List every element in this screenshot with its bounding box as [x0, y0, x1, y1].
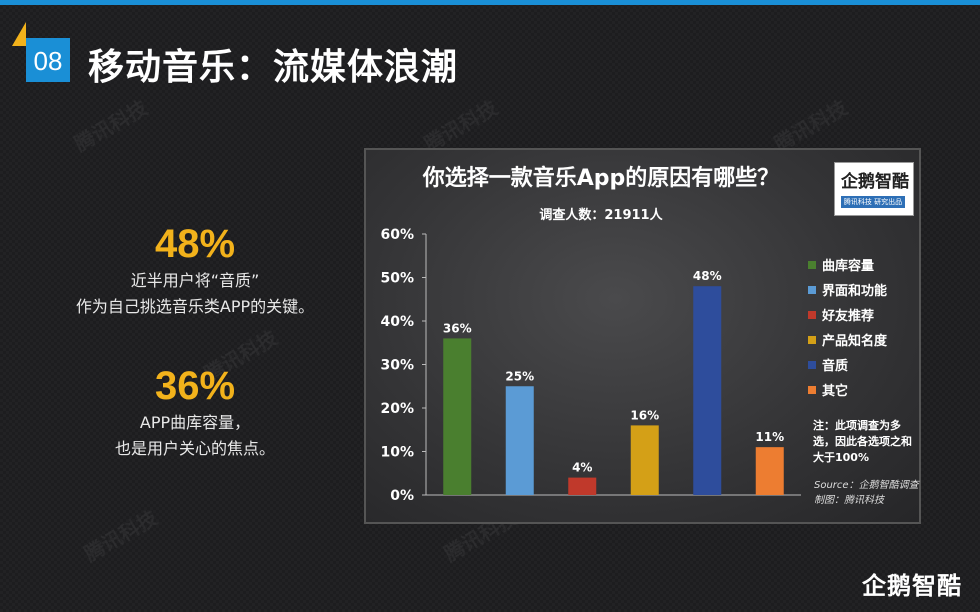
- legend-item: 其它: [808, 377, 887, 402]
- chart-note: 注：此项调查为多选，因此各选项之和大于100%: [813, 419, 912, 464]
- chart-source: Source：企鹅智酷调查 制图：腾讯科技: [814, 478, 919, 508]
- legend-label: 界面和功能: [822, 284, 888, 299]
- slide-title: 移动音乐：流媒体浪潮: [88, 47, 459, 88]
- legend-label: 好友推荐: [822, 309, 875, 324]
- bar-1: [443, 338, 472, 495]
- bar-4: [630, 425, 659, 495]
- page-number: 08: [26, 38, 70, 82]
- legend-swatch: [808, 335, 816, 344]
- bar-value-label: 4%: [572, 461, 592, 475]
- legend-item: 好友推荐: [808, 302, 887, 327]
- y-tick-label: 20%: [380, 401, 414, 417]
- legend-item: 音质: [808, 352, 887, 377]
- corner-triangle: [12, 22, 26, 46]
- y-tick-label: 40%: [380, 314, 414, 330]
- bar-value-label: 36%: [443, 321, 472, 335]
- legend-item: 界面和功能: [808, 277, 887, 302]
- bar-2: [505, 386, 534, 495]
- logo-tagline: 腾讯科技 研究出品: [841, 196, 905, 208]
- brand-logo: 企鹅智酷: [862, 572, 962, 600]
- legend-item: 产品知名度: [808, 327, 887, 352]
- chart-subtitle: 调查人数：21911人: [539, 208, 663, 223]
- watermark: 腾讯科技: [80, 505, 162, 567]
- stat-value: 48%: [154, 222, 236, 266]
- bar-5: [693, 286, 722, 495]
- bar-value-label: 11%: [755, 430, 784, 444]
- legend-swatch: [808, 310, 816, 319]
- watermark: 腾讯科技: [70, 95, 152, 157]
- stat-block-library: 36% APP曲库容量， 也是用户关心的焦点。: [40, 364, 350, 461]
- stat-value: 36%: [154, 364, 236, 408]
- legend-label: 音质: [822, 359, 849, 374]
- legend-swatch: [808, 260, 816, 269]
- stat-text-line2: 作为自己挑选音乐类APP的关键。: [75, 297, 315, 316]
- legend-swatch: [808, 285, 816, 294]
- stat-block-sound: 48% 近半用户将“音质” 作为自己挑选音乐类APP的关键。: [40, 222, 350, 319]
- y-tick-label: 60%: [380, 227, 414, 243]
- bar-3: [568, 477, 597, 495]
- bar-value-label: 25%: [505, 369, 534, 383]
- legend-label: 曲库容量: [822, 259, 875, 274]
- source-line: Source：企鹅智酷调查: [814, 480, 919, 491]
- bar-chart: 0% 10% 20% 30% 40% 50% 60% 36% 25% 4% 16% 48% 11%: [380, 227, 801, 504]
- stat-text-line1: 近半用户将“音质”: [130, 271, 260, 290]
- bar-6: [755, 447, 784, 495]
- legend-label: 其它: [822, 384, 849, 399]
- legend-swatch: [808, 360, 816, 369]
- logo-name: 企鹅智酷: [841, 172, 909, 192]
- stat-text-line1: APP曲库容量，: [139, 413, 251, 432]
- stat-text-line2: 也是用户关心的焦点。: [114, 439, 275, 458]
- legend-swatch: [808, 385, 816, 394]
- chart-logo: 企鹅智酷 腾讯科技 研究出品: [834, 162, 914, 216]
- y-tick-label: 0%: [390, 488, 414, 504]
- y-tick-label: 10%: [380, 445, 414, 461]
- top-accent-bar: [0, 0, 980, 5]
- bar-value-label: 48%: [693, 269, 722, 283]
- chart-legend: 曲库容量界面和功能好友推荐产品知名度音质其它: [808, 252, 887, 402]
- legend-item: 曲库容量: [808, 252, 887, 277]
- y-tick-label: 30%: [380, 358, 414, 374]
- credit-line: 制图：腾讯科技: [814, 495, 884, 506]
- bar-value-label: 16%: [630, 408, 659, 422]
- chart-title: 你选择一款音乐App的原因有哪些？: [422, 166, 780, 191]
- y-tick-label: 50%: [380, 271, 414, 287]
- chart-panel: 你选择一款音乐App的原因有哪些？ 调查人数：21911人 企鹅智酷 腾讯科技 …: [364, 148, 921, 524]
- legend-label: 产品知名度: [822, 334, 888, 349]
